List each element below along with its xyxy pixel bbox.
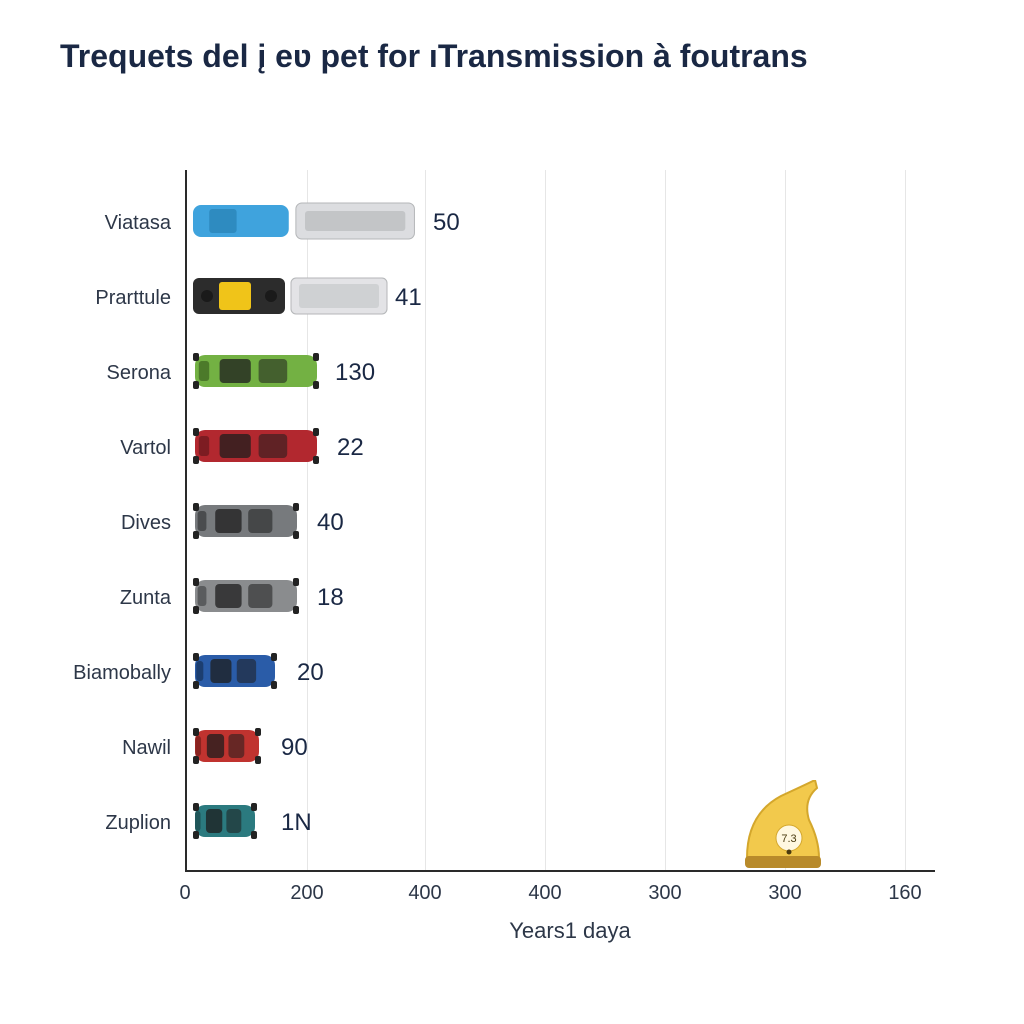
chart-row: Biamobally 20 [185,638,945,708]
vehicle-icon [191,272,391,325]
value-label: 50 [433,209,460,237]
gauge-icon: 7.3 [737,780,829,875]
category-label: Serona [107,362,186,385]
value-label: 20 [297,659,324,687]
chart-row: Zunta 18 [185,563,945,633]
vehicle-icon [191,497,301,550]
chart-row: Dives 40 [185,488,945,558]
category-label: Zuplion [105,812,185,835]
value-label: 40 [317,509,344,537]
value-label: 18 [317,584,344,612]
vehicle-icon [191,347,321,400]
value-label: 130 [335,359,375,387]
category-label: Prarttule [95,287,185,310]
chart-area: Viatasa 50Prarttule 41Serona 130Vartol [185,170,955,920]
category-label: Zunta [120,587,185,610]
chart-row: Vartol 22 [185,413,945,483]
x-axis-label: Years1 daya [509,918,631,944]
vehicle-icon [191,797,259,850]
vehicle-icon [191,422,321,475]
category-label: Biamobally [73,662,185,685]
x-tick-label: 300 [648,882,681,905]
chart-row: Serona 130 [185,338,945,408]
svg-text:7.3: 7.3 [781,833,796,845]
vehicle-icon [191,572,301,625]
category-label: Dives [121,512,185,535]
vehicle-icon [191,647,279,700]
x-tick-label: 300 [768,882,801,905]
value-label: 22 [337,434,364,462]
x-tick-label: 200 [290,882,323,905]
category-label: Vartol [120,437,185,460]
chart-row: Prarttule 41 [185,263,945,333]
x-tick-label: 400 [408,882,441,905]
value-label: 41 [395,284,422,312]
x-tick-label: 160 [888,882,921,905]
value-label: 90 [281,734,308,762]
chart-row: Zuplion 1N [185,788,945,858]
category-label: Viatasa [105,212,185,235]
chart-title: Trequets del į eʋ pet for ıTransmission … [60,38,808,75]
value-label: 1N [281,809,312,837]
chart-row: Nawil 90 [185,713,945,783]
x-tick-label: 0 [179,882,190,905]
chart-row: Viatasa 50 [185,188,945,258]
x-tick-label: 400 [528,882,561,905]
vehicle-icon [191,197,419,250]
vehicle-icon [191,722,263,775]
category-label: Nawil [122,737,185,760]
